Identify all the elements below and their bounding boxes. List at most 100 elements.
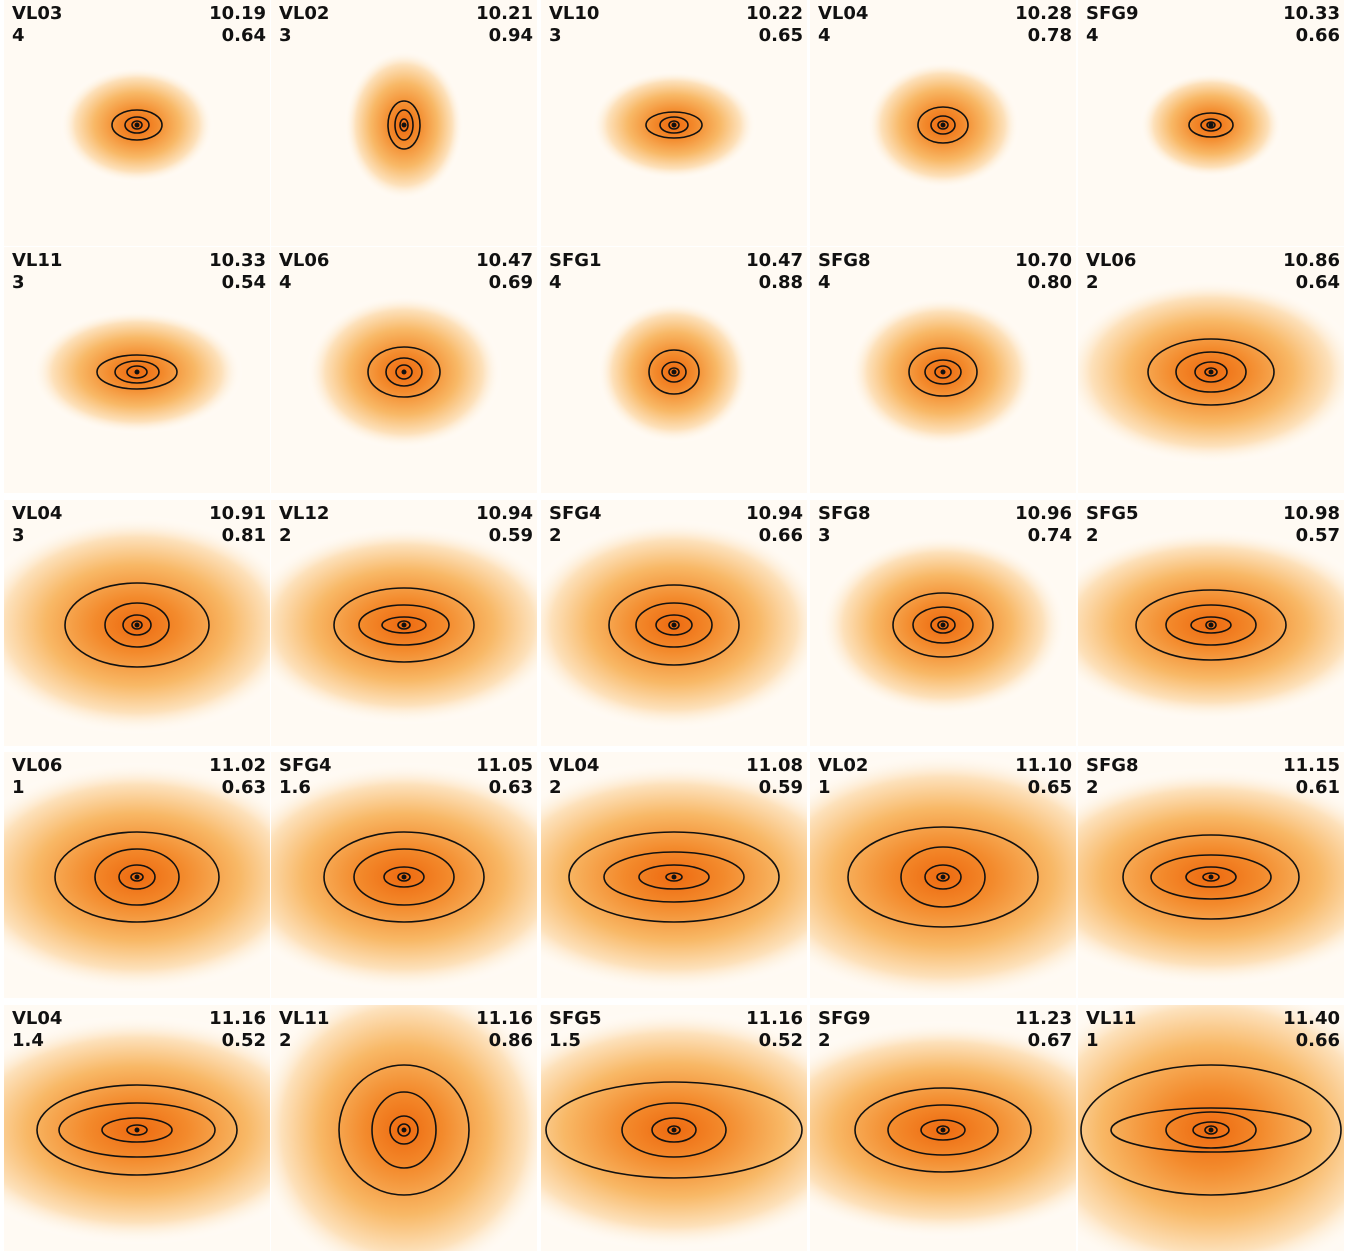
stellar-mass: 10.22 bbox=[746, 3, 803, 24]
galaxy-name: VL04 bbox=[818, 3, 868, 24]
axis-ratio: 0.52 bbox=[222, 1030, 266, 1051]
galaxy-name: SFG1 bbox=[549, 250, 602, 271]
core bbox=[402, 1128, 407, 1133]
axis-ratio: 0.65 bbox=[759, 25, 803, 46]
core bbox=[672, 370, 677, 375]
galaxy-name: SFG4 bbox=[549, 503, 602, 524]
core bbox=[1209, 623, 1214, 628]
core bbox=[672, 1128, 677, 1133]
axis-ratio: 0.66 bbox=[1296, 1030, 1340, 1051]
galaxy-name: VL02 bbox=[279, 3, 329, 24]
sersic-index: 2 bbox=[549, 525, 562, 546]
core bbox=[941, 623, 946, 628]
axis-ratio: 0.81 bbox=[222, 525, 266, 546]
galaxy-name: VL02 bbox=[818, 755, 868, 776]
axis-ratio: 0.78 bbox=[1028, 25, 1072, 46]
core bbox=[135, 1128, 140, 1133]
galaxy-name: VL04 bbox=[12, 1008, 62, 1029]
galaxy-name: VL11 bbox=[12, 250, 62, 271]
stellar-mass: 10.70 bbox=[1015, 250, 1072, 271]
sersic-index: 2 bbox=[818, 1030, 831, 1051]
galaxy-name: VL12 bbox=[279, 503, 329, 524]
stellar-mass: 10.96 bbox=[1015, 503, 1072, 524]
stellar-mass: 11.23 bbox=[1015, 1008, 1072, 1029]
core bbox=[402, 370, 407, 375]
axis-ratio: 0.66 bbox=[759, 525, 803, 546]
axis-ratio: 0.94 bbox=[489, 25, 533, 46]
stellar-mass: 10.94 bbox=[746, 503, 803, 524]
stellar-mass: 10.98 bbox=[1283, 503, 1340, 524]
axis-ratio: 0.57 bbox=[1296, 525, 1340, 546]
axis-ratio: 0.52 bbox=[759, 1030, 803, 1051]
core bbox=[1209, 123, 1214, 128]
sersic-index: 1 bbox=[818, 777, 831, 798]
sersic-index: 3 bbox=[818, 525, 831, 546]
axis-ratio: 0.63 bbox=[222, 777, 266, 798]
core bbox=[1209, 1128, 1214, 1133]
galaxy-name: VL06 bbox=[1086, 250, 1136, 271]
core bbox=[672, 875, 677, 880]
galaxy-name: VL06 bbox=[12, 755, 62, 776]
stellar-mass: 10.86 bbox=[1283, 250, 1340, 271]
stellar-mass: 10.28 bbox=[1015, 3, 1072, 24]
galaxy-name: SFG9 bbox=[818, 1008, 871, 1029]
axis-ratio: 0.59 bbox=[489, 525, 533, 546]
stellar-mass: 10.33 bbox=[209, 250, 266, 271]
stellar-mass: 10.19 bbox=[209, 3, 266, 24]
galaxy-name: SFG5 bbox=[1086, 503, 1139, 524]
figure: VL03410.190.64VL02310.210.94VL10310.220.… bbox=[0, 0, 1358, 1253]
galaxy-name: VL06 bbox=[279, 250, 329, 271]
axis-ratio: 0.63 bbox=[489, 777, 533, 798]
core bbox=[402, 123, 407, 128]
axis-ratio: 0.61 bbox=[1296, 777, 1340, 798]
sersic-index: 4 bbox=[12, 25, 25, 46]
sersic-index: 1 bbox=[1086, 1030, 1099, 1051]
galaxy-name: VL10 bbox=[549, 3, 599, 24]
axis-ratio: 0.64 bbox=[222, 25, 266, 46]
core bbox=[672, 123, 677, 128]
galaxy-name: SFG4 bbox=[279, 755, 332, 776]
core bbox=[135, 875, 140, 880]
galaxy-name: VL11 bbox=[1086, 1008, 1136, 1029]
sersic-index: 3 bbox=[279, 25, 292, 46]
sersic-index: 4 bbox=[1086, 25, 1099, 46]
sersic-index: 2 bbox=[1086, 525, 1099, 546]
stellar-mass: 10.91 bbox=[209, 503, 266, 524]
core bbox=[941, 1128, 946, 1133]
stellar-mass: 11.08 bbox=[746, 755, 803, 776]
stellar-mass: 10.47 bbox=[746, 250, 803, 271]
axis-ratio: 0.69 bbox=[489, 272, 533, 293]
axis-ratio: 0.59 bbox=[759, 777, 803, 798]
core bbox=[941, 875, 946, 880]
sersic-index: 3 bbox=[549, 25, 562, 46]
sersic-index: 1.4 bbox=[12, 1030, 44, 1051]
sersic-index: 1.5 bbox=[549, 1030, 581, 1051]
stellar-mass: 11.02 bbox=[209, 755, 266, 776]
core bbox=[672, 623, 677, 628]
stellar-mass: 11.05 bbox=[476, 755, 533, 776]
axis-ratio: 0.74 bbox=[1028, 525, 1072, 546]
core bbox=[402, 623, 407, 628]
sersic-index: 2 bbox=[1086, 777, 1099, 798]
sersic-index: 2 bbox=[1086, 272, 1099, 293]
stellar-mass: 11.10 bbox=[1015, 755, 1072, 776]
core bbox=[402, 875, 407, 880]
axis-ratio: 0.86 bbox=[489, 1030, 533, 1051]
stellar-mass: 11.40 bbox=[1283, 1008, 1340, 1029]
axis-ratio: 0.66 bbox=[1296, 25, 1340, 46]
core bbox=[941, 123, 946, 128]
sersic-index: 4 bbox=[279, 272, 292, 293]
axis-ratio: 0.88 bbox=[759, 272, 803, 293]
core bbox=[135, 123, 140, 128]
sersic-index: 2 bbox=[549, 777, 562, 798]
core bbox=[941, 370, 946, 375]
sersic-index: 2 bbox=[279, 525, 292, 546]
sersic-index: 4 bbox=[549, 272, 562, 293]
galaxy-name: VL03 bbox=[12, 3, 62, 24]
axis-ratio: 0.67 bbox=[1028, 1030, 1072, 1051]
core bbox=[1209, 875, 1214, 880]
stellar-mass: 11.16 bbox=[209, 1008, 266, 1029]
axis-ratio: 0.65 bbox=[1028, 777, 1072, 798]
axis-ratio: 0.54 bbox=[222, 272, 266, 293]
galaxy-name: SFG5 bbox=[549, 1008, 602, 1029]
